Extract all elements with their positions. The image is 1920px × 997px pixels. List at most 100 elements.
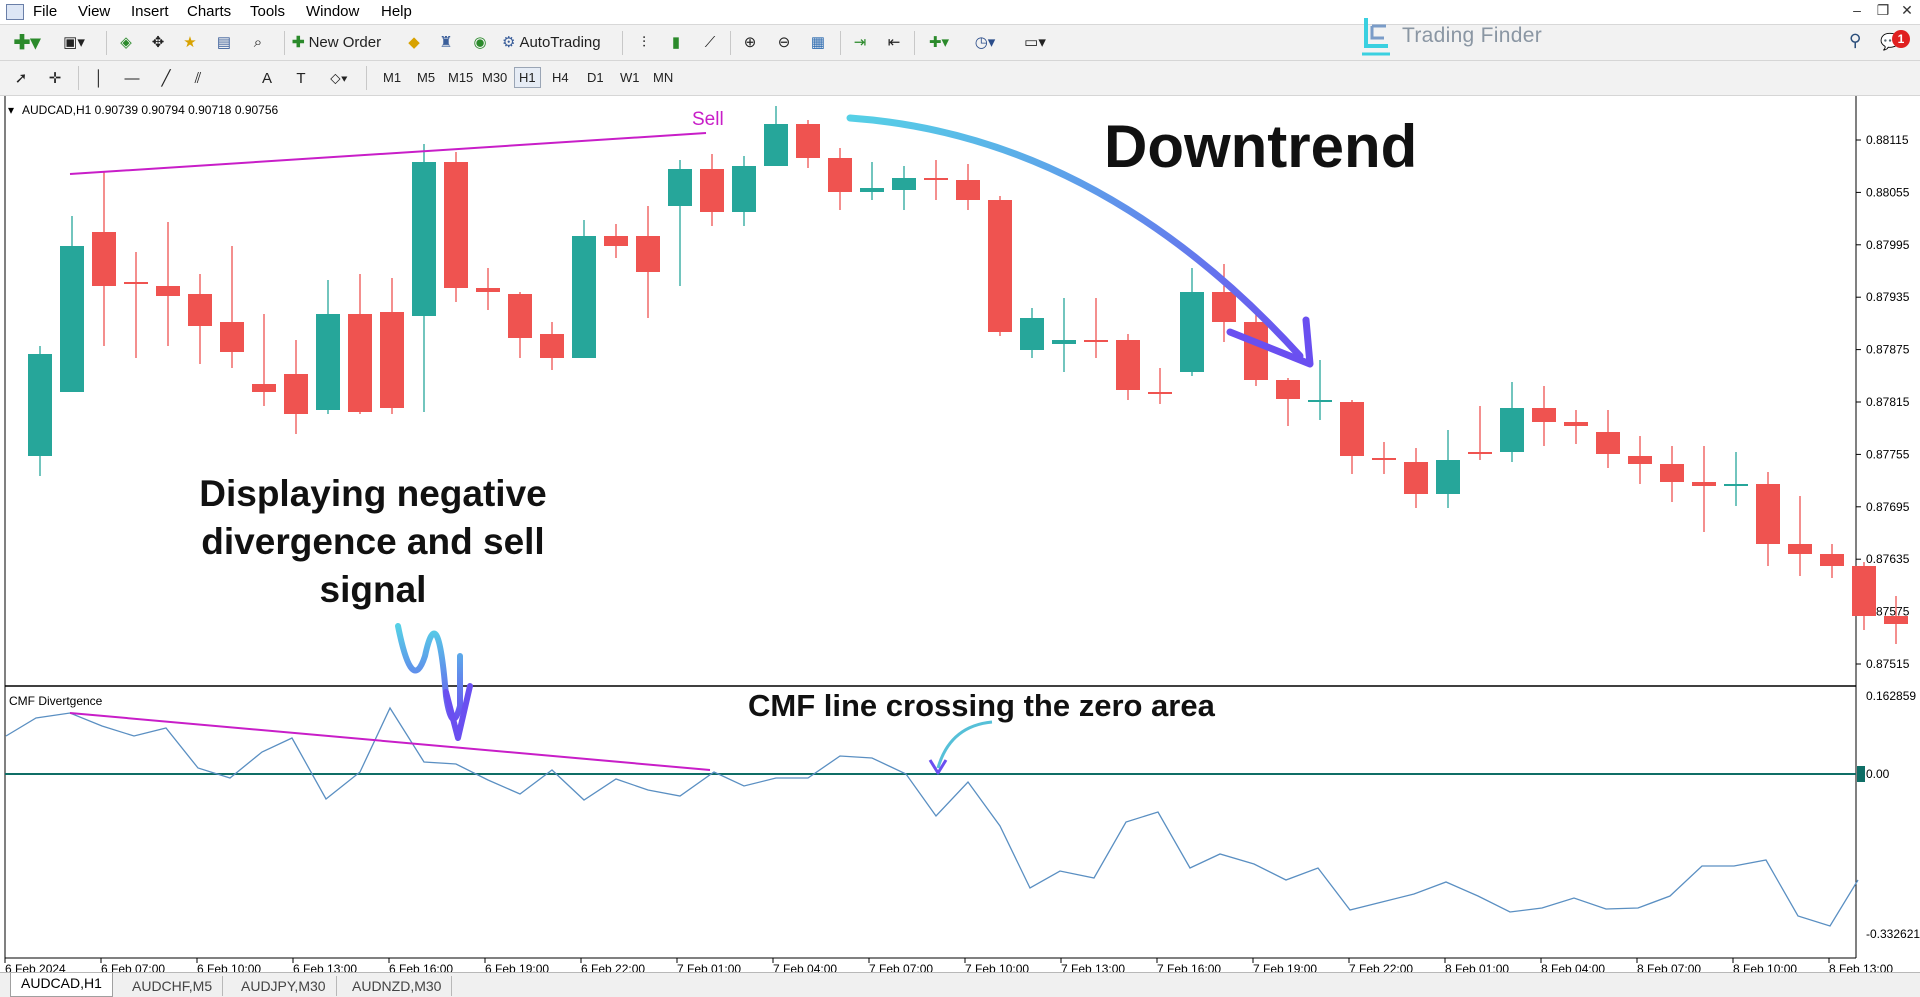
chart-tabs: AUDCAD,H1 AUDCHF,M5 AUDJPY,M30 AUDNZD,M3… [0, 972, 1920, 997]
price-tick-label: 0.87635 [1866, 552, 1910, 566]
new-order-button[interactable]: ✚ New Order [292, 29, 400, 55]
symbol-info-triangle: ▾ [8, 103, 15, 117]
candle-body [1724, 484, 1748, 486]
candle-body [1852, 566, 1876, 616]
price-tick-label: 0.87515 [1866, 657, 1910, 671]
signals-icon[interactable]: ◉ [473, 34, 487, 51]
price-chart[interactable]: 0.88115 0.88055 0.87995 0.87935 0.87875 0.878… [0, 96, 1920, 972]
timeframe-h4[interactable]: H4 [552, 70, 569, 85]
divergence-annotation: Displaying negative divergence and sell … [199, 473, 547, 610]
notifications-button[interactable]: 💬 1 [1880, 30, 1910, 54]
sell-label: Sell [692, 109, 724, 130]
menu-file[interactable]: File [33, 3, 58, 20]
menu-charts[interactable]: Charts [187, 3, 232, 20]
tab-audnzd-m30[interactable]: AUDNZD,M30 [342, 976, 453, 996]
menu-insert[interactable]: Insert [131, 3, 169, 20]
tab-audjpy-m30[interactable]: AUDJPY,M30 [231, 976, 337, 996]
price-tick-label: 0.87695 [1866, 500, 1910, 514]
timeframe-m5[interactable]: M5 [417, 70, 436, 85]
time-tick-label: 7 Feb 10:00 [965, 962, 1029, 972]
candle-body [1180, 292, 1204, 372]
timeframe-d1[interactable]: D1 [587, 70, 604, 85]
candle-body [604, 236, 628, 246]
indicators-icon[interactable]: ✚▾ [928, 34, 950, 51]
time-tick-label: 8 Feb 04:00 [1541, 962, 1605, 972]
candle-body [540, 334, 564, 358]
brand-name: Trading Finder [1402, 24, 1542, 47]
price-tick-label: 0.87755 [1866, 447, 1910, 461]
candle-body [508, 294, 532, 338]
market-watch-icon[interactable]: ◈ [120, 34, 132, 51]
zoom-in-icon[interactable]: ⊕ [743, 34, 757, 51]
time-tick-label: 7 Feb 04:00 [773, 962, 837, 972]
time-tick-label: 8 Feb 10:00 [1733, 962, 1797, 972]
label-icon[interactable]: T [296, 69, 306, 87]
menu-tools[interactable]: Tools [250, 3, 286, 20]
autoscroll-icon[interactable]: ⇥ [853, 34, 867, 51]
time-tick-label: 6 Feb 22:00 [581, 962, 645, 972]
candle-body [476, 288, 500, 292]
timeframe-m30[interactable]: M30 [482, 70, 508, 85]
candle-body [188, 294, 212, 326]
candle-body [1244, 322, 1268, 380]
candle-body [572, 236, 596, 358]
cursor-icon[interactable]: ➚ [14, 70, 28, 87]
candle-body [412, 162, 436, 316]
vertical-line-icon[interactable]: │ [94, 69, 104, 87]
timeframe-h1[interactable]: H1 [514, 67, 541, 88]
timeframe-m1[interactable]: M1 [383, 70, 402, 85]
line-chart-icon[interactable]: ⟋ [704, 33, 716, 51]
experts-icon[interactable]: ♜ [439, 34, 453, 51]
candle-body [892, 178, 916, 190]
chart-shift-icon[interactable]: ⇤ [887, 34, 901, 51]
crosshair-icon[interactable]: ✛ [48, 70, 62, 87]
channel-icon[interactable]: ⫽ [194, 69, 202, 87]
trendline-icon[interactable]: ╱ [161, 70, 171, 87]
data-window-icon[interactable]: ✥ [151, 34, 165, 51]
menu-help[interactable]: Help [381, 3, 412, 20]
templates-icon[interactable]: ▭▾ [1024, 34, 1046, 51]
profiles-icon[interactable]: ▣▾ [63, 34, 85, 51]
tab-audchf-m5[interactable]: AUDCHF,M5 [122, 976, 224, 996]
candle-body [1404, 462, 1428, 494]
indicator-name: CMF Divertgence [9, 694, 103, 708]
candle-body [28, 354, 52, 456]
terminal-icon[interactable]: ▤ [216, 34, 232, 51]
shapes-icon[interactable]: ⬦▾ [330, 69, 348, 87]
zoom-out-icon[interactable]: ⊖ [777, 34, 791, 51]
symbol-info-text: AUDCAD,H1 0.90739 0.90794 0.90718 0.9075… [22, 103, 279, 117]
horizontal-line-icon[interactable]: ― [124, 69, 140, 87]
autotrading-button[interactable]: ⚙ AutoTrading [502, 29, 616, 55]
minimize-icon[interactable]: – [1853, 2, 1861, 18]
time-tick-label: 8 Feb 01:00 [1445, 962, 1509, 972]
candle-body [828, 158, 852, 192]
time-tick-label: 7 Feb 22:00 [1349, 962, 1413, 972]
tab-audcad-h1[interactable]: AUDCAD,H1 [10, 973, 113, 997]
periods-icon[interactable]: ◷▾ [974, 34, 996, 51]
candle-body [444, 162, 468, 288]
metaeditor-icon[interactable]: ◆ [408, 34, 420, 51]
timeframe-m15[interactable]: M15 [448, 70, 474, 85]
bar-chart-icon[interactable]: ⫶ [642, 33, 646, 51]
time-tick-label: 6 Feb 10:00 [197, 962, 261, 972]
price-tick-label: 0.87995 [1866, 238, 1910, 252]
tile-windows-icon[interactable]: ▦ [810, 34, 826, 51]
candle-body [1468, 452, 1492, 454]
candlestick-icon[interactable]: ▮ [671, 34, 681, 51]
search-icon[interactable]: ⚲ [1849, 31, 1862, 50]
menu-view[interactable]: View [78, 3, 111, 20]
brand-logo: Trading Finder [1360, 16, 1610, 56]
timeframe-mn[interactable]: MN [653, 70, 674, 85]
restore-icon[interactable]: ❐ [1876, 2, 1890, 18]
text-icon[interactable]: A [261, 69, 272, 87]
close-icon[interactable]: ✕ [1901, 2, 1913, 18]
navigator-icon[interactable]: ★ [183, 34, 197, 51]
new-chart-icon[interactable]: ✚▾ [13, 31, 41, 54]
strategy-tester-icon[interactable]: ⌕ [253, 33, 263, 51]
candle-body [124, 282, 148, 284]
timeframe-w1[interactable]: W1 [620, 70, 640, 85]
symbol-info: ▾ AUDCAD,H1 0.90739 0.90794 0.90718 0.90… [8, 103, 279, 117]
time-tick-label: 6 Feb 07:00 [101, 962, 165, 972]
candle-body [60, 246, 84, 392]
menu-window[interactable]: Window [306, 3, 360, 20]
